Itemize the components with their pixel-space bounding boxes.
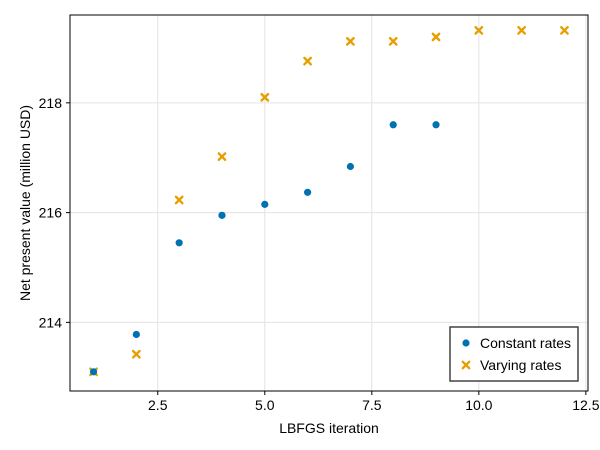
legend-box: [449, 326, 579, 382]
data-marks: [89, 25, 569, 377]
varying-rates-point: [517, 25, 527, 35]
constant-rates-point: [132, 330, 140, 339]
grid-lines: [70, 15, 588, 391]
constant-rates-point: [432, 121, 440, 129]
y-axis-title: Net present value (million USD): [17, 105, 33, 301]
varying-rates-point: [174, 195, 184, 205]
varying-rates-point: [431, 32, 441, 42]
legend-marker-constant-rates: [462, 339, 470, 347]
varying-rates-point: [388, 36, 398, 46]
constant-rates-point: [218, 211, 226, 219]
varying-rates-point: [560, 25, 569, 35]
varying-rates-point: [131, 349, 141, 359]
constant-rates-point: [261, 200, 269, 208]
constant-rates-point: [175, 239, 183, 247]
constant-rates-point: [389, 121, 397, 129]
constant-rates-point: [89, 368, 98, 376]
legend-label-constant-rates: Constant rates: [480, 335, 571, 351]
y-tick-label: 216: [39, 205, 63, 221]
x-axis-title: LBFGS iteration: [279, 420, 379, 436]
varying-rates-point: [474, 25, 484, 35]
constant-rates-point: [303, 188, 312, 196]
y-tick-label: 214: [39, 314, 63, 330]
x-tick-label: 2.5: [148, 397, 168, 413]
legend-label-varying-rates: Varying rates: [480, 357, 561, 373]
x-tick-label: 10.0: [465, 397, 492, 413]
varying-rates-point: [346, 36, 355, 46]
axis-ticks: 2.5 5.0 7.5 10.0 12.5 214 216 218: [39, 95, 600, 413]
legend-marker-varying-rates: [461, 360, 471, 370]
x-tick-label: 7.5: [362, 397, 382, 413]
legend: Constant rates Varying rates: [449, 326, 579, 382]
x-tick-label: 12.5: [572, 397, 599, 413]
constant-rates-point: [346, 162, 355, 171]
varying-rates-point: [303, 56, 312, 66]
x-tick-label: 5.0: [255, 397, 275, 413]
varying-rates-point: [260, 92, 270, 102]
plot-frame: [69, 14, 589, 392]
varying-rates-point: [217, 152, 227, 162]
y-tick-label: 218: [39, 95, 63, 111]
